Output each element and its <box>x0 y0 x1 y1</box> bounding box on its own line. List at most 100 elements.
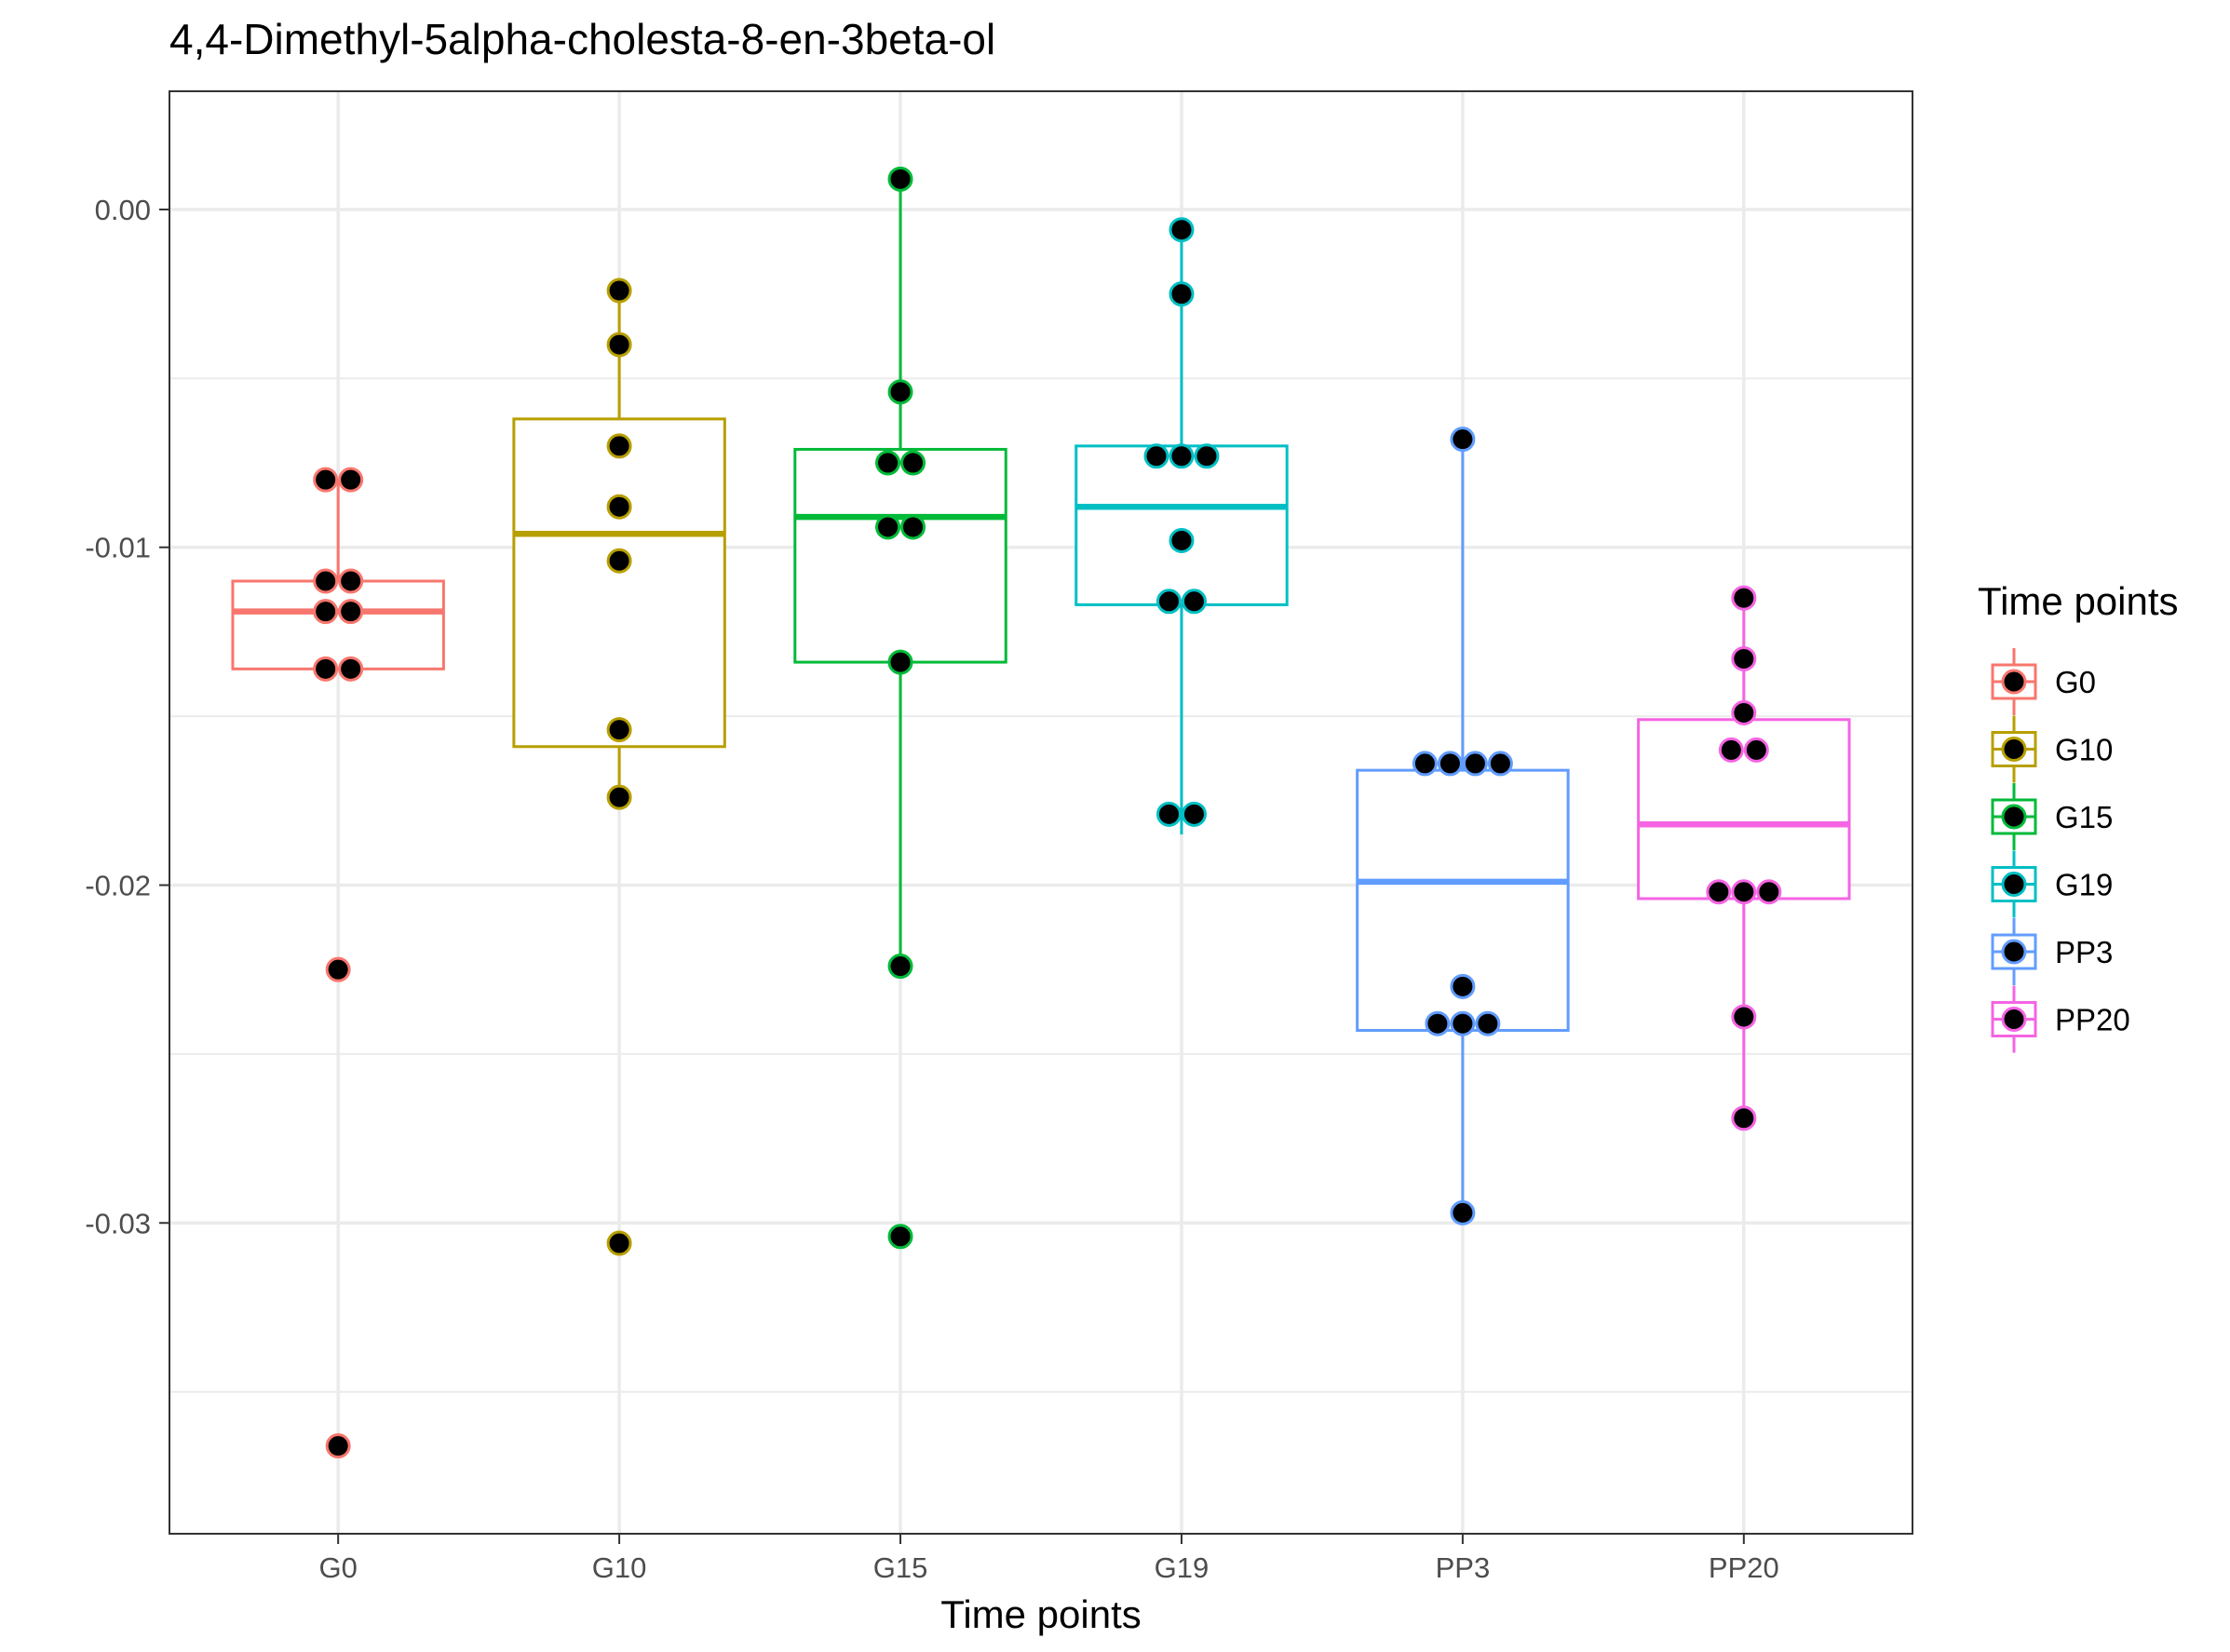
legend-title: Time points <box>1978 579 2179 623</box>
legend-label: PP3 <box>2055 935 2113 969</box>
data-point-pp3 <box>1450 427 1476 453</box>
data-point-pp20 <box>1731 585 1757 611</box>
data-point-pp20 <box>1718 737 1744 763</box>
data-point-g0 <box>325 1433 351 1459</box>
legend: Time points G0 G10 G15 G19 PP3 PP20 <box>1978 579 2179 1053</box>
data-point-g19 <box>1156 801 1182 827</box>
data-point-pp3 <box>1450 1010 1476 1036</box>
data-point-g15 <box>887 954 913 980</box>
data-point-g0 <box>338 568 364 594</box>
grid-layer <box>169 91 1912 1534</box>
legend-item-pp3: PP3 <box>1991 918 2113 985</box>
data-point-pp3 <box>1450 973 1476 999</box>
legend-item-g0: G0 <box>1991 648 2096 715</box>
data-point-g19 <box>1169 443 1195 469</box>
legend-key-point <box>2001 939 2027 965</box>
data-point-pp20 <box>1743 737 1769 763</box>
box-body <box>793 448 1007 664</box>
data-point-g15 <box>900 514 926 540</box>
data-point-g15 <box>887 379 913 405</box>
x-tick-label: PP3 <box>1436 1551 1491 1584</box>
data-point-g19 <box>1194 443 1220 469</box>
data-point-pp3 <box>1462 751 1488 777</box>
plot-panel-border <box>169 90 1913 1535</box>
box-pp20 <box>1637 598 1851 1118</box>
data-point-g10 <box>606 332 632 358</box>
data-point-g0 <box>338 467 364 493</box>
legend-item-g10: G10 <box>1991 715 2113 783</box>
data-point-pp3 <box>1475 1010 1501 1036</box>
data-point-pp20 <box>1731 645 1757 671</box>
x-tick-label: G0 <box>318 1551 357 1584</box>
data-point-g19 <box>1169 281 1195 307</box>
data-point-g10 <box>606 1230 632 1256</box>
legend-label: G10 <box>2055 733 2113 767</box>
data-point-g10 <box>606 494 632 520</box>
data-point-g0 <box>313 656 339 682</box>
data-point-g0 <box>338 599 364 625</box>
data-point-g15 <box>887 166 913 192</box>
data-point-g0 <box>313 467 339 493</box>
x-axis-title: Time points <box>940 1592 1142 1636</box>
data-point-g0 <box>313 599 339 625</box>
data-point-g19 <box>1169 527 1195 553</box>
data-point-g19 <box>1156 589 1182 615</box>
data-point-g15 <box>887 649 913 675</box>
legend-label: G0 <box>2055 665 2096 699</box>
legend-label: G15 <box>2055 800 2113 834</box>
legend-key-point <box>2001 804 2027 830</box>
data-point-pp20 <box>1731 1105 1757 1131</box>
data-point-g0 <box>325 956 351 982</box>
data-point-pp20 <box>1731 1004 1757 1030</box>
box-g10 <box>512 291 726 798</box>
data-point-g10 <box>606 278 632 304</box>
legend-key-point <box>2001 1007 2027 1032</box>
y-tick-label: -0.02 <box>85 869 151 901</box>
legend-item-g19: G19 <box>1991 850 2113 918</box>
x-tick-label: PP20 <box>1709 1551 1779 1584</box>
data-point-pp3 <box>1487 751 1513 777</box>
data-point-g10 <box>606 433 632 459</box>
box-body <box>1637 718 1851 900</box>
data-point-g19 <box>1181 589 1207 615</box>
x-tick-label: G10 <box>592 1551 647 1584</box>
box-g19 <box>1074 229 1289 835</box>
data-point-g19 <box>1143 443 1169 469</box>
data-point-pp20 <box>1756 879 1782 905</box>
axis-layer: 0.00 -0.01 -0.02 -0.03 G0 G10 G15 G19 PP3 PP20 <box>85 194 1778 1584</box>
legend-key-point <box>2001 737 2027 762</box>
legend-label: G19 <box>2055 868 2113 902</box>
legend-key-point <box>2001 669 2027 695</box>
data-point-pp3 <box>1450 1199 1476 1225</box>
box-body <box>512 417 726 749</box>
data-point-pp3 <box>1425 1010 1451 1036</box>
y-tick-label: 0.00 <box>95 194 151 226</box>
data-point-pp3 <box>1437 751 1463 777</box>
data-point-g0 <box>338 656 364 682</box>
legend-item-pp20: PP20 <box>1991 985 2130 1053</box>
data-point-g10 <box>606 548 632 574</box>
y-tick-label: -0.03 <box>85 1207 151 1239</box>
data-point-g19 <box>1169 217 1195 243</box>
legend-key-point <box>2001 872 2027 897</box>
data-point-g19 <box>1181 801 1207 827</box>
box-body <box>231 579 445 670</box>
x-tick-label: G15 <box>873 1551 928 1584</box>
box-g15 <box>793 179 1007 967</box>
data-point-g15 <box>875 514 901 540</box>
data-point-g15 <box>875 450 901 476</box>
point-layer <box>313 166 1782 1459</box>
data-point-g10 <box>606 717 632 743</box>
data-point-g0 <box>313 568 339 594</box>
box-body <box>1074 444 1289 606</box>
y-tick-label: -0.01 <box>85 532 151 564</box>
data-point-g15 <box>887 1224 913 1250</box>
data-point-g15 <box>900 450 926 476</box>
data-point-pp3 <box>1412 751 1438 777</box>
data-point-pp20 <box>1731 879 1757 905</box>
legend-item-g15: G15 <box>1991 783 2113 850</box>
data-point-pp20 <box>1706 879 1732 905</box>
legend-label: PP20 <box>2055 1003 2130 1037</box>
chart-title: 4,4-Dimethyl-5alpha-cholesta-8-en-3beta-… <box>169 15 995 63</box>
